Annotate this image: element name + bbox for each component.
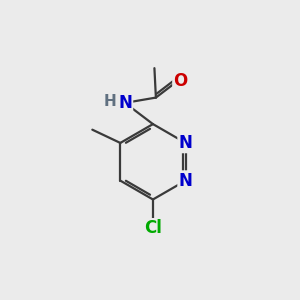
Text: O: O	[173, 72, 188, 90]
Text: N: N	[118, 94, 132, 112]
Text: N: N	[178, 172, 193, 190]
Text: N: N	[178, 134, 193, 152]
Text: Cl: Cl	[144, 219, 162, 237]
Text: H: H	[103, 94, 116, 109]
